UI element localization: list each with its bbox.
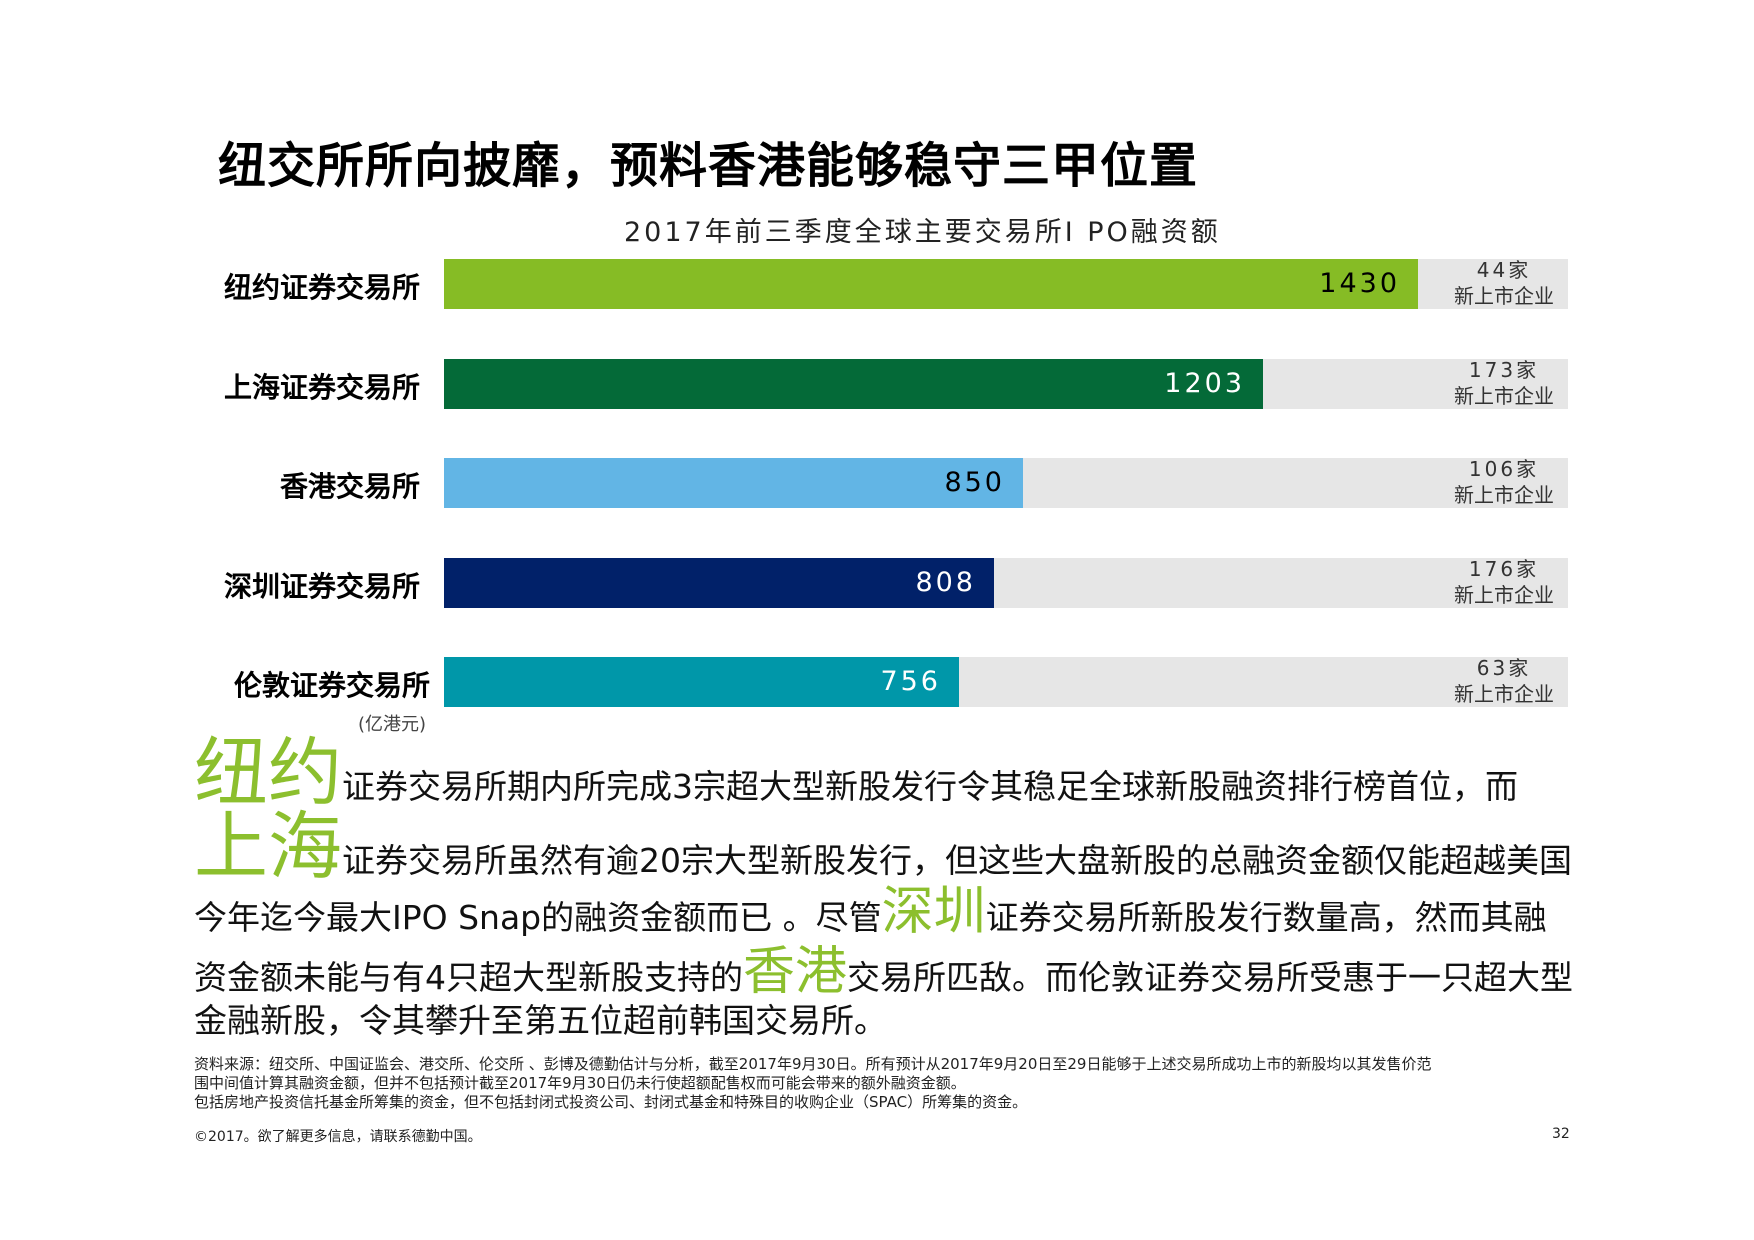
source-notes: 资料来源：纽交所、中国证监会、港交所、伦交所 、彭博及德勤估计与分析，截至201… <box>194 1055 1594 1112</box>
paragraph-line-1: 纽约证券交易所期内所完成3宗超大型新股发行令其稳足全球新股融资排行榜首位，而 <box>194 736 1518 810</box>
new-listings-caption: 新上市企业 <box>1454 383 1554 408</box>
slide-title: 纽交所所向披靡，预料香港能够稳守三甲位置 <box>218 138 1199 194</box>
bar-row: 上海证券交易所 1203 173家 新上市企业 <box>0 357 1754 409</box>
category-label: 上海证券交易所 <box>223 370 420 404</box>
paragraph-text-3a: 今年迄今最大IPO Snap的融资金额而已 。尽管 <box>194 898 882 937</box>
category-label: 香港交易所 <box>279 470 420 503</box>
new-listings-count: 63家 新上市企业 <box>1404 655 1604 707</box>
bar-chart: 纽约证券交易所 1430 44家 新上市企业 上海证券交易所 1203 173家 新上市企业香… <box>0 257 1754 707</box>
bar-track: 808 <box>444 557 1568 608</box>
new-listings-count: 173家 新上市企业 <box>1404 357 1604 409</box>
new-listings-number: 44家 <box>1476 258 1532 282</box>
new-listings-caption: 新上市企业 <box>1454 582 1554 607</box>
highlight-hongkong: 香港 <box>743 942 848 1002</box>
category-label: 伦敦证券交易所 <box>233 669 430 702</box>
bar-track: 1203 <box>444 358 1568 409</box>
bar <box>444 458 1023 508</box>
bar-track: 850 <box>444 458 1568 508</box>
source-line-1: 资料来源：纽交所、中国证监会、港交所、伦交所 、彭博及德勤估计与分析，截至201… <box>194 1055 1432 1073</box>
highlight-newyork: 纽约 <box>194 730 342 816</box>
category-label: 纽约证券交易所 <box>223 271 420 304</box>
new-listings-caption: 新上市企业 <box>1454 483 1554 507</box>
paragraph-line-3: 今年迄今最大IPO Snap的融资金额而已 。尽管深圳证券交易所新股发行数量高，… <box>194 886 1547 938</box>
new-listings-number: 106家 <box>1468 457 1540 481</box>
bar-row: 纽约证券交易所 1430 44家 新上市企业 <box>0 257 1754 309</box>
bar <box>444 557 994 608</box>
new-listings-caption: 新上市企业 <box>1454 284 1554 308</box>
new-listings-count: 176家 新上市企业 <box>1404 556 1604 608</box>
bar-row: 伦敦证券交易所 756 63家 新上市企业 <box>0 655 1754 707</box>
category-label: 深圳证券交易所 <box>223 569 420 603</box>
value-label: 850 <box>944 467 1005 498</box>
bar-row: 深圳证券交易所 808 176家 新上市企业 <box>0 556 1754 608</box>
new-listings-number: 173家 <box>1468 357 1540 382</box>
source-line-2: 围中间值计算其融资金额，但并不包括预计截至2017年9月30日仍未行使超额配售权… <box>194 1074 966 1092</box>
paragraph-line-2: 上海证券交易所虽然有逾20宗大型新股发行，但这些大盘新股的总融资金额仅能超越美国 <box>194 810 1572 884</box>
highlight-shanghai: 上海 <box>194 804 342 890</box>
new-listings-number: 63家 <box>1476 656 1532 680</box>
bar <box>444 657 959 707</box>
paragraph-line-5: 金融新股，令其攀升至第五位超前韩国交易所。 <box>194 1004 887 1037</box>
copyright: ©2017。欲了解更多信息，请联系德勤中国。 <box>194 1129 482 1145</box>
paragraph-text-5: 金融新股，令其攀升至第五位超前韩国交易所。 <box>194 1001 887 1040</box>
chart-title: 2017年前三季度全球主要交易所I PO融资额 <box>624 217 1221 248</box>
new-listings-number: 176家 <box>1468 556 1540 581</box>
paragraph-text-4b: 交易所匹敌。而伦敦证券交易所受惠于一只超大型 <box>847 958 1574 997</box>
bar <box>444 358 1263 409</box>
paragraph-text-4a: 资金额未能与有4只超大型新股支持的 <box>194 958 743 997</box>
bar-track: 1430 <box>444 259 1568 309</box>
page-number: 32 <box>1552 1126 1570 1142</box>
source-line-3: 包括房地产投资信托基金所筹集的资金，但不包括封闭式投资公司、封闭式基金和特殊目的… <box>194 1093 1028 1111</box>
paragraph-text-1: 证券交易所期内所完成3宗超大型新股发行令其稳足全球新股融资排行榜首位，而 <box>342 767 1518 806</box>
paragraph-text-3b: 证券交易所新股发行数量高，然而其融 <box>985 898 1547 937</box>
value-label: 808 <box>915 566 976 598</box>
paragraph-text-2: 证券交易所虽然有逾20宗大型新股发行，但这些大盘新股的总融资金额仅能超越美国 <box>342 841 1572 880</box>
value-label: 1430 <box>1319 268 1400 299</box>
value-label: 756 <box>880 666 941 697</box>
new-listings-count: 106家 新上市企业 <box>1404 456 1604 508</box>
paragraph-line-4: 资金额未能与有4只超大型新股支持的香港交易所匹敌。而伦敦证券交易所受惠于一只超大… <box>194 946 1573 998</box>
unit-label: (亿港元) <box>358 714 427 735</box>
bar <box>444 259 1418 309</box>
bar-track: 756 <box>444 657 1568 707</box>
new-listings-caption: 新上市企业 <box>1454 682 1554 706</box>
bar-row: 香港交易所 850 106家 新上市企业 <box>0 456 1754 508</box>
highlight-shenzhen: 深圳 <box>881 882 986 942</box>
value-label: 1203 <box>1164 367 1245 399</box>
new-listings-count: 44家 新上市企业 <box>1404 257 1604 309</box>
